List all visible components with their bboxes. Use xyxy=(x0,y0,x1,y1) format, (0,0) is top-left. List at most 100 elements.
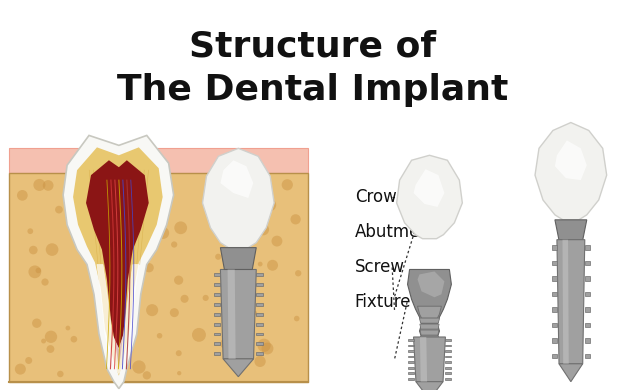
Circle shape xyxy=(180,295,188,303)
Polygon shape xyxy=(446,367,451,369)
Circle shape xyxy=(174,276,183,285)
Polygon shape xyxy=(9,173,308,382)
Circle shape xyxy=(238,324,248,334)
Polygon shape xyxy=(416,382,443,391)
Circle shape xyxy=(78,235,91,248)
Circle shape xyxy=(203,295,208,301)
Polygon shape xyxy=(557,240,585,364)
Circle shape xyxy=(192,328,206,342)
Polygon shape xyxy=(220,160,254,198)
Polygon shape xyxy=(419,324,439,337)
Polygon shape xyxy=(420,330,439,335)
Polygon shape xyxy=(552,292,557,296)
Circle shape xyxy=(45,331,57,343)
Circle shape xyxy=(232,195,240,204)
Polygon shape xyxy=(559,364,583,382)
Polygon shape xyxy=(419,318,439,323)
Circle shape xyxy=(267,260,278,271)
Polygon shape xyxy=(214,343,220,345)
Polygon shape xyxy=(420,324,439,329)
Polygon shape xyxy=(552,354,557,359)
Circle shape xyxy=(95,196,108,209)
Circle shape xyxy=(238,284,244,291)
Polygon shape xyxy=(408,367,414,369)
Circle shape xyxy=(245,203,255,213)
Polygon shape xyxy=(552,307,557,312)
Polygon shape xyxy=(408,339,414,341)
Polygon shape xyxy=(214,352,220,355)
Polygon shape xyxy=(408,373,414,374)
Polygon shape xyxy=(414,169,444,207)
Circle shape xyxy=(114,253,119,258)
Circle shape xyxy=(41,278,49,286)
Text: Abutment: Abutment xyxy=(355,223,437,241)
Polygon shape xyxy=(214,273,220,276)
Circle shape xyxy=(242,192,250,200)
Circle shape xyxy=(33,179,46,191)
Circle shape xyxy=(231,358,241,368)
Polygon shape xyxy=(446,350,451,352)
Polygon shape xyxy=(585,338,590,343)
Circle shape xyxy=(211,185,216,190)
Circle shape xyxy=(177,371,182,375)
Circle shape xyxy=(237,293,247,303)
Polygon shape xyxy=(408,269,451,324)
Circle shape xyxy=(17,190,28,201)
Polygon shape xyxy=(214,293,220,296)
Circle shape xyxy=(46,345,54,353)
Polygon shape xyxy=(585,276,590,281)
Text: Fixture: Fixture xyxy=(355,293,411,311)
Circle shape xyxy=(258,262,262,266)
Circle shape xyxy=(98,190,112,204)
Polygon shape xyxy=(256,323,263,326)
Circle shape xyxy=(25,357,32,364)
Polygon shape xyxy=(585,354,590,359)
Polygon shape xyxy=(420,337,427,382)
Circle shape xyxy=(157,227,169,239)
Circle shape xyxy=(242,323,253,333)
Polygon shape xyxy=(585,245,590,250)
Polygon shape xyxy=(552,338,557,343)
Polygon shape xyxy=(256,303,263,306)
Polygon shape xyxy=(408,361,414,363)
Polygon shape xyxy=(552,245,557,250)
Circle shape xyxy=(57,371,64,377)
Polygon shape xyxy=(585,292,590,296)
Circle shape xyxy=(145,263,154,273)
Text: Screw: Screw xyxy=(355,258,405,276)
Polygon shape xyxy=(446,361,451,363)
Circle shape xyxy=(71,336,77,343)
Polygon shape xyxy=(220,248,256,269)
Polygon shape xyxy=(408,356,414,357)
Circle shape xyxy=(15,364,26,375)
Circle shape xyxy=(176,350,182,356)
Circle shape xyxy=(227,328,239,339)
Polygon shape xyxy=(418,271,444,297)
Circle shape xyxy=(123,215,131,222)
Polygon shape xyxy=(408,378,414,380)
Circle shape xyxy=(240,260,251,271)
Polygon shape xyxy=(585,261,590,265)
Text: Crown: Crown xyxy=(355,188,407,206)
Polygon shape xyxy=(256,343,263,345)
Polygon shape xyxy=(446,373,451,374)
Polygon shape xyxy=(563,240,569,364)
Circle shape xyxy=(242,185,249,192)
Polygon shape xyxy=(256,313,263,316)
Polygon shape xyxy=(446,356,451,357)
Circle shape xyxy=(295,270,301,276)
Circle shape xyxy=(257,339,270,352)
Polygon shape xyxy=(256,332,263,335)
Polygon shape xyxy=(397,155,463,239)
Polygon shape xyxy=(552,276,557,281)
Circle shape xyxy=(290,214,300,224)
Polygon shape xyxy=(418,306,441,318)
Circle shape xyxy=(41,339,46,343)
Polygon shape xyxy=(555,140,587,180)
Circle shape xyxy=(123,174,132,183)
Polygon shape xyxy=(256,283,263,286)
Circle shape xyxy=(146,304,158,316)
Polygon shape xyxy=(421,342,438,347)
Circle shape xyxy=(105,358,112,365)
Circle shape xyxy=(101,337,112,347)
